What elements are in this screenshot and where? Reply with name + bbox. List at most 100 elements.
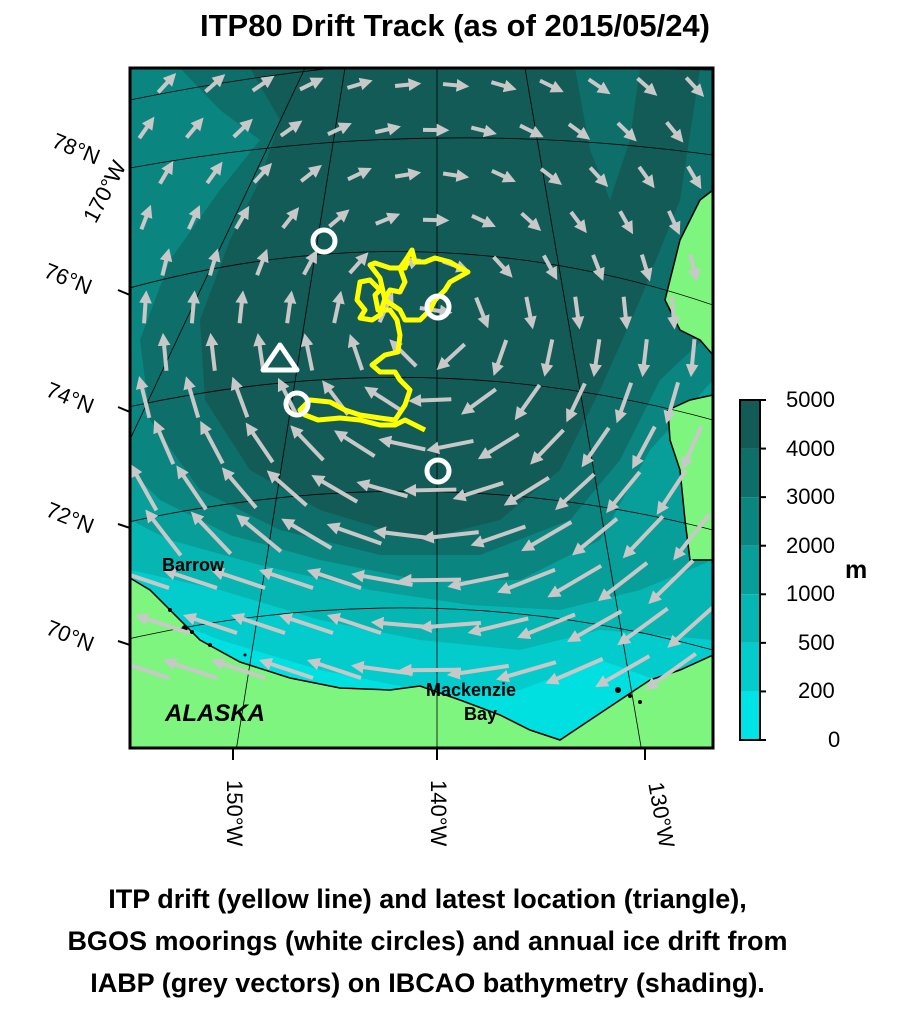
ice-drift-arrow bbox=[497, 567, 556, 594]
ice-drift-arrow bbox=[540, 339, 555, 377]
ice-drift-arrow bbox=[673, 513, 711, 561]
colorbar-segment bbox=[740, 642, 760, 692]
mooring-a bbox=[310, 227, 338, 255]
ice-drift-arrow bbox=[637, 339, 651, 378]
ice-drift-arrow bbox=[139, 290, 152, 324]
ice-drift-arrow bbox=[326, 612, 382, 635]
ice-drift-arrow bbox=[648, 559, 695, 604]
ice-drift-arrow bbox=[519, 123, 544, 138]
ice-drift-arrow bbox=[230, 376, 250, 418]
ice-drift-arrow bbox=[637, 165, 655, 189]
ice-drift-arrow bbox=[374, 122, 402, 136]
ice-drift-arrow bbox=[566, 382, 587, 423]
ice-drift-arrow bbox=[470, 124, 497, 138]
place-barrow: Barrow bbox=[162, 555, 225, 575]
ice-drift-arrow bbox=[290, 425, 325, 462]
ice-drift-arrow bbox=[474, 296, 490, 329]
ice-drift-arrow bbox=[539, 167, 563, 185]
ice-drift-arrow bbox=[207, 248, 221, 276]
ice-drift-arrow bbox=[636, 76, 658, 96]
colorbar-tick-label: 200 bbox=[798, 678, 835, 704]
ice-drift-arrow bbox=[139, 204, 153, 231]
ice-drift-arrow bbox=[398, 573, 462, 587]
ice-drift-arrow bbox=[299, 77, 324, 92]
ice-drift-arrow bbox=[258, 657, 314, 680]
ice-drift-arrow bbox=[492, 255, 513, 278]
ice-drift-arrow bbox=[183, 376, 201, 419]
ice-drift-arrow bbox=[158, 160, 174, 185]
ice-drift-arrow bbox=[347, 167, 372, 182]
ice-drift-arrow bbox=[639, 254, 653, 282]
ice-drift-arrow bbox=[419, 304, 453, 318]
ice-drift-arrow bbox=[656, 469, 688, 515]
itp-drift-track bbox=[297, 247, 471, 433]
ice-drift-arrow bbox=[446, 663, 509, 680]
ice-drift-arrow bbox=[587, 77, 611, 95]
ice-drift-arrow bbox=[567, 609, 623, 642]
ice-drift-arrow bbox=[589, 339, 602, 377]
graticule bbox=[130, 68, 713, 748]
canada-land bbox=[668, 395, 713, 560]
mooring-c bbox=[283, 390, 311, 418]
ice-drift-arrow bbox=[539, 78, 564, 93]
colorbar-unit: m bbox=[845, 556, 868, 584]
ice-drift-arrow bbox=[420, 530, 479, 544]
ice-drift-arrow bbox=[422, 213, 450, 227]
caption-line-2: BGOS moorings (white circles) and annual… bbox=[67, 926, 788, 956]
ice-drift-arrow bbox=[616, 121, 637, 142]
ice-drift-arrow bbox=[145, 509, 183, 557]
ice-drift-arrow bbox=[645, 652, 697, 691]
ice-drift-arrow bbox=[162, 567, 218, 590]
bgos-moorings bbox=[283, 227, 452, 485]
ice-drift-arrow bbox=[461, 387, 497, 415]
coastline bbox=[130, 577, 713, 741]
ice-drift-arrow bbox=[467, 616, 529, 637]
ice-drift-arrow bbox=[436, 342, 467, 371]
colorbar-tick-label: 5000 bbox=[786, 387, 835, 412]
ice-drift-arrow bbox=[491, 339, 509, 376]
ice-drift-arrow bbox=[547, 564, 603, 598]
ice-drift-arrow bbox=[667, 210, 681, 235]
ice-drift-arrow bbox=[135, 375, 152, 419]
ice-drift-arrow bbox=[252, 162, 273, 184]
ice-drift-arrow bbox=[581, 426, 611, 468]
ice-drift-arrow bbox=[266, 470, 308, 507]
ice-drift-arrow bbox=[245, 422, 275, 464]
ice-drift-arrow bbox=[567, 122, 591, 140]
ice-drift-arrow bbox=[521, 520, 573, 552]
ice-drift-arrow bbox=[622, 514, 665, 559]
colorbar-tick-label: 3000 bbox=[786, 484, 835, 510]
caption-line-3: IABP (grey vectors) on IBCAO bathymetry … bbox=[90, 968, 765, 998]
ice-drift-arrow bbox=[514, 383, 542, 421]
ice-drift-arrow bbox=[236, 514, 283, 553]
ice-drift-arrow bbox=[530, 428, 565, 465]
figure-caption: ITP drift (yellow line) and latest locat… bbox=[0, 878, 855, 1004]
ice-drift-arrow bbox=[204, 74, 226, 94]
ice-drift-arrow bbox=[685, 339, 699, 378]
ice-drift-arrow bbox=[426, 438, 474, 455]
ice-drift-arrow bbox=[356, 479, 409, 499]
ice-drift-arrow bbox=[571, 296, 585, 330]
place-bay: Bay bbox=[464, 704, 498, 724]
ice-drift-arrow bbox=[281, 518, 333, 550]
ice-drift-arrow bbox=[471, 213, 496, 228]
ice-drift-arrow bbox=[258, 567, 314, 590]
ice-drift-arrow bbox=[667, 604, 713, 648]
colorbar-tick-label: 0 bbox=[828, 727, 841, 752]
ice-drift-arrow bbox=[545, 657, 604, 685]
ice-drift-arrow bbox=[302, 249, 318, 276]
ice-drift-arrow bbox=[332, 290, 345, 324]
ice-drift-arrow bbox=[235, 290, 249, 324]
ice-drift-arrow bbox=[159, 248, 173, 276]
colorbar-segment bbox=[740, 594, 760, 643]
place-alaska: ALASKA bbox=[165, 700, 265, 727]
ice-drift-arrow bbox=[686, 165, 702, 190]
ice-drift-arrow bbox=[520, 211, 542, 231]
place-mackenzie: Mackenzie bbox=[426, 680, 517, 700]
ice-drift-vectors bbox=[130, 72, 713, 691]
caption-line-1: ITP drift (yellow line) and latest locat… bbox=[108, 884, 747, 914]
ice-drift-arrow bbox=[588, 166, 609, 188]
alaska-land bbox=[130, 578, 713, 748]
ridge-feature-2 bbox=[575, 68, 640, 200]
ice-drift-arrow bbox=[299, 164, 322, 183]
